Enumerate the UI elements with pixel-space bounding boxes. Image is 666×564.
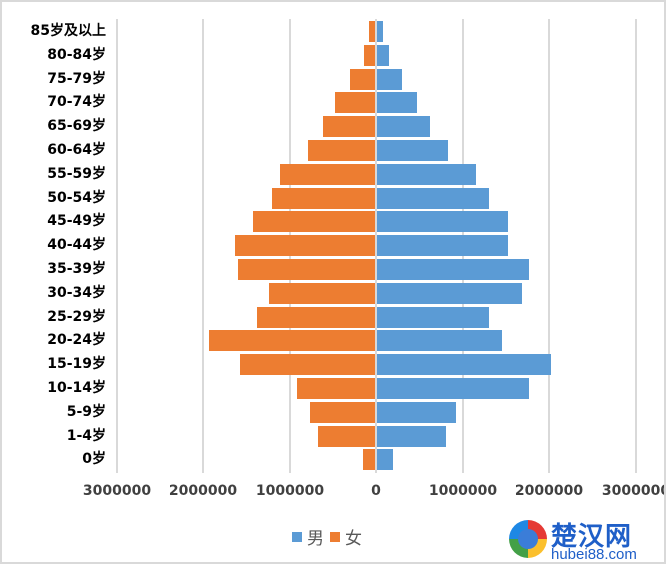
bar-male (377, 21, 384, 42)
category-label: 85岁及以上 (30, 23, 106, 39)
bar-male (377, 330, 502, 352)
gridline (548, 19, 550, 473)
category-label: 50-54岁 (47, 189, 106, 206)
category-label: 1-4岁 (66, 427, 106, 444)
bar-female (253, 211, 376, 233)
bar-female (279, 163, 376, 185)
bar-male (377, 140, 448, 161)
bar-male (377, 378, 530, 399)
bar-female (335, 92, 376, 114)
bar-female (272, 187, 376, 209)
x-tick-label: 3000000 (82, 483, 152, 499)
legend-label-female: 女 (345, 529, 362, 549)
bar-male (377, 306, 490, 328)
gridline (635, 19, 637, 473)
bar-male (377, 401, 456, 423)
legend: 男 女 (292, 524, 362, 549)
category-label: 30-34岁 (47, 284, 106, 301)
plot-area: 3000000 2000000 1000000 0 1000000 2000000 3000… (2, 2, 664, 499)
bar-female (240, 354, 376, 376)
category-label: 55-59岁 (47, 165, 106, 182)
bar-female (369, 21, 376, 42)
bar-female (307, 140, 376, 161)
bar-female (350, 68, 376, 90)
bar-female (363, 44, 376, 66)
category-label: 0岁 (82, 451, 106, 468)
legend-swatch-female (330, 531, 340, 542)
category-label: 10-14岁 (47, 380, 106, 396)
x-tick-label: 1000000 (255, 483, 325, 499)
bar-male (377, 44, 390, 66)
bar-female (256, 306, 376, 328)
bar-male (377, 92, 417, 114)
category-label: 35-39岁 (47, 261, 106, 277)
watermark-url: hubei88.com (551, 546, 637, 563)
gridline (202, 19, 204, 473)
x-tick-label: 2000000 (168, 483, 238, 499)
category-label: 45-49岁 (47, 213, 106, 230)
legend-label-male: 男 (307, 529, 324, 549)
category-label: 80-84岁 (47, 46, 106, 63)
category-label: 15-19岁 (47, 356, 106, 373)
category-label: 65-69岁 (47, 118, 106, 135)
bar-male (377, 163, 477, 185)
category-label: 75-79岁 (47, 70, 106, 87)
x-tick-label: 1000000 (428, 483, 498, 499)
bar-female (268, 282, 376, 304)
zero-axis (375, 19, 377, 473)
category-label: 25-29岁 (47, 308, 106, 325)
bar-female (235, 235, 376, 257)
x-tick-label: 2000000 (514, 483, 584, 499)
category-label: 20-24岁 (47, 332, 106, 349)
globe-icon (509, 520, 547, 558)
bar-female (323, 116, 376, 138)
bar-male (377, 282, 523, 304)
watermark-logo: 楚汉网 hubei88.com (507, 516, 664, 563)
bar-female (363, 449, 376, 471)
bar-male (377, 235, 509, 257)
bar-female (310, 401, 376, 423)
bar-male (377, 211, 509, 233)
category-label: 5-9岁 (66, 403, 106, 420)
category-label: 70-74岁 (47, 94, 106, 111)
bar-male (377, 354, 551, 376)
watermark-title: 楚汉网 (551, 522, 633, 552)
bar-female (318, 425, 376, 447)
bar-female (297, 378, 376, 399)
bar-male (377, 425, 447, 447)
bar-male (377, 259, 530, 280)
gridline (116, 19, 118, 473)
category-label: 60-64岁 (47, 142, 106, 158)
bar-male (377, 449, 393, 471)
bar-male (377, 187, 489, 209)
bar-female (238, 259, 376, 280)
bar-female (209, 330, 376, 352)
legend-swatch-male (292, 531, 302, 542)
category-label: 40-44岁 (47, 237, 106, 254)
x-tick-label: 0 (371, 483, 381, 499)
bar-male (377, 68, 403, 90)
bar-male (377, 116, 430, 138)
x-tick-label: 3000000 (601, 483, 666, 499)
